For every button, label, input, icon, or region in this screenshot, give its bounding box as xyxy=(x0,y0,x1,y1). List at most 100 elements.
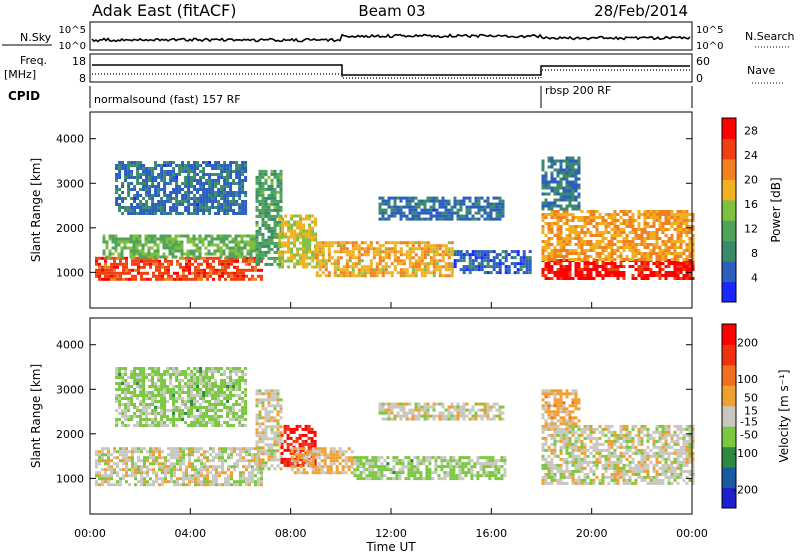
data-cell xyxy=(148,194,152,197)
data-cell xyxy=(459,259,463,263)
data-cell xyxy=(228,252,232,256)
data-cell xyxy=(501,211,505,215)
data-cell xyxy=(160,176,164,179)
data-cell xyxy=(474,250,478,254)
data-cell xyxy=(142,409,146,412)
data-cell xyxy=(142,379,146,382)
data-cell xyxy=(462,271,466,275)
data-cell xyxy=(667,213,671,216)
data-cell xyxy=(229,412,233,415)
data-cell xyxy=(679,262,683,265)
data-cell xyxy=(276,247,280,251)
data-cell xyxy=(244,418,248,421)
data-cell xyxy=(278,244,282,248)
data-cell xyxy=(147,246,151,250)
data-cell xyxy=(121,200,125,203)
data-cell xyxy=(187,182,191,185)
data-cell xyxy=(199,188,203,191)
data-cell xyxy=(211,406,215,409)
data-cell xyxy=(241,391,245,394)
data-cell xyxy=(441,214,445,218)
data-cell xyxy=(190,415,194,418)
data-cell xyxy=(381,196,385,200)
data-cell xyxy=(670,225,674,228)
data-cell xyxy=(199,406,203,409)
data-cell xyxy=(544,171,548,175)
data-cell xyxy=(176,453,179,457)
data-cell xyxy=(128,277,131,281)
data-cell xyxy=(390,247,394,251)
data-cell xyxy=(261,401,265,405)
data-cell xyxy=(595,225,599,228)
data-cell xyxy=(261,175,265,179)
data-cell xyxy=(139,173,143,176)
data-cell xyxy=(163,421,167,424)
data-cell xyxy=(131,456,134,460)
data-cell xyxy=(682,210,686,213)
data-cell xyxy=(622,213,626,216)
data-cell xyxy=(622,271,626,274)
data-cell xyxy=(197,268,200,272)
data-cell xyxy=(261,407,265,411)
data-cell xyxy=(408,256,412,260)
data-cell xyxy=(130,197,134,200)
data-cell xyxy=(444,247,448,251)
data-cell xyxy=(124,367,128,370)
data-cell xyxy=(160,418,164,421)
data-cell xyxy=(170,456,173,460)
data-cell xyxy=(107,268,110,272)
data-cell xyxy=(562,213,566,216)
data-cell xyxy=(233,447,236,451)
data-cell xyxy=(298,448,302,452)
data-cell xyxy=(139,367,143,370)
data-cell xyxy=(158,274,161,278)
data-cell xyxy=(161,274,164,278)
data-cell xyxy=(477,205,481,209)
data-cell xyxy=(354,265,358,269)
data-cell xyxy=(577,165,581,169)
data-cell xyxy=(287,229,291,233)
data-cell xyxy=(574,271,578,274)
data-cell xyxy=(276,250,280,254)
data-cell xyxy=(298,457,302,461)
data-cell xyxy=(302,471,306,475)
data-cell xyxy=(130,397,134,400)
data-cell xyxy=(208,394,212,397)
data-cell xyxy=(122,450,125,454)
data-cell xyxy=(375,241,379,245)
data-cell xyxy=(279,440,283,444)
data-cell xyxy=(387,253,391,257)
data-cell xyxy=(191,450,194,454)
data-cell xyxy=(229,182,233,185)
data-cell xyxy=(264,413,268,417)
data-cell xyxy=(195,237,199,241)
data-cell xyxy=(420,202,424,206)
data-cell xyxy=(225,246,229,250)
data-cell xyxy=(278,238,282,242)
data-cell xyxy=(604,271,608,274)
data-cell xyxy=(142,403,146,406)
data-cell xyxy=(190,370,194,373)
data-cell xyxy=(498,211,502,215)
data-cell xyxy=(284,259,288,263)
data-cell xyxy=(616,246,620,249)
data-cell xyxy=(565,271,569,274)
data-cell xyxy=(658,222,662,225)
data-cell xyxy=(339,250,343,254)
data-cell xyxy=(283,430,287,434)
data-cell xyxy=(281,226,285,230)
data-cell xyxy=(248,259,251,263)
data-cell xyxy=(553,159,557,163)
data-cell xyxy=(104,447,107,451)
data-cell xyxy=(154,409,158,412)
data-cell xyxy=(127,161,131,164)
data-cell xyxy=(164,259,167,263)
freq-tick-low: 8 xyxy=(79,72,86,85)
data-cell xyxy=(664,216,668,219)
data-cell xyxy=(363,253,367,257)
data-cell xyxy=(222,240,226,244)
data-cell xyxy=(130,206,134,209)
data-cell xyxy=(426,253,430,257)
data-cell xyxy=(688,262,692,265)
data-cell xyxy=(200,462,203,466)
